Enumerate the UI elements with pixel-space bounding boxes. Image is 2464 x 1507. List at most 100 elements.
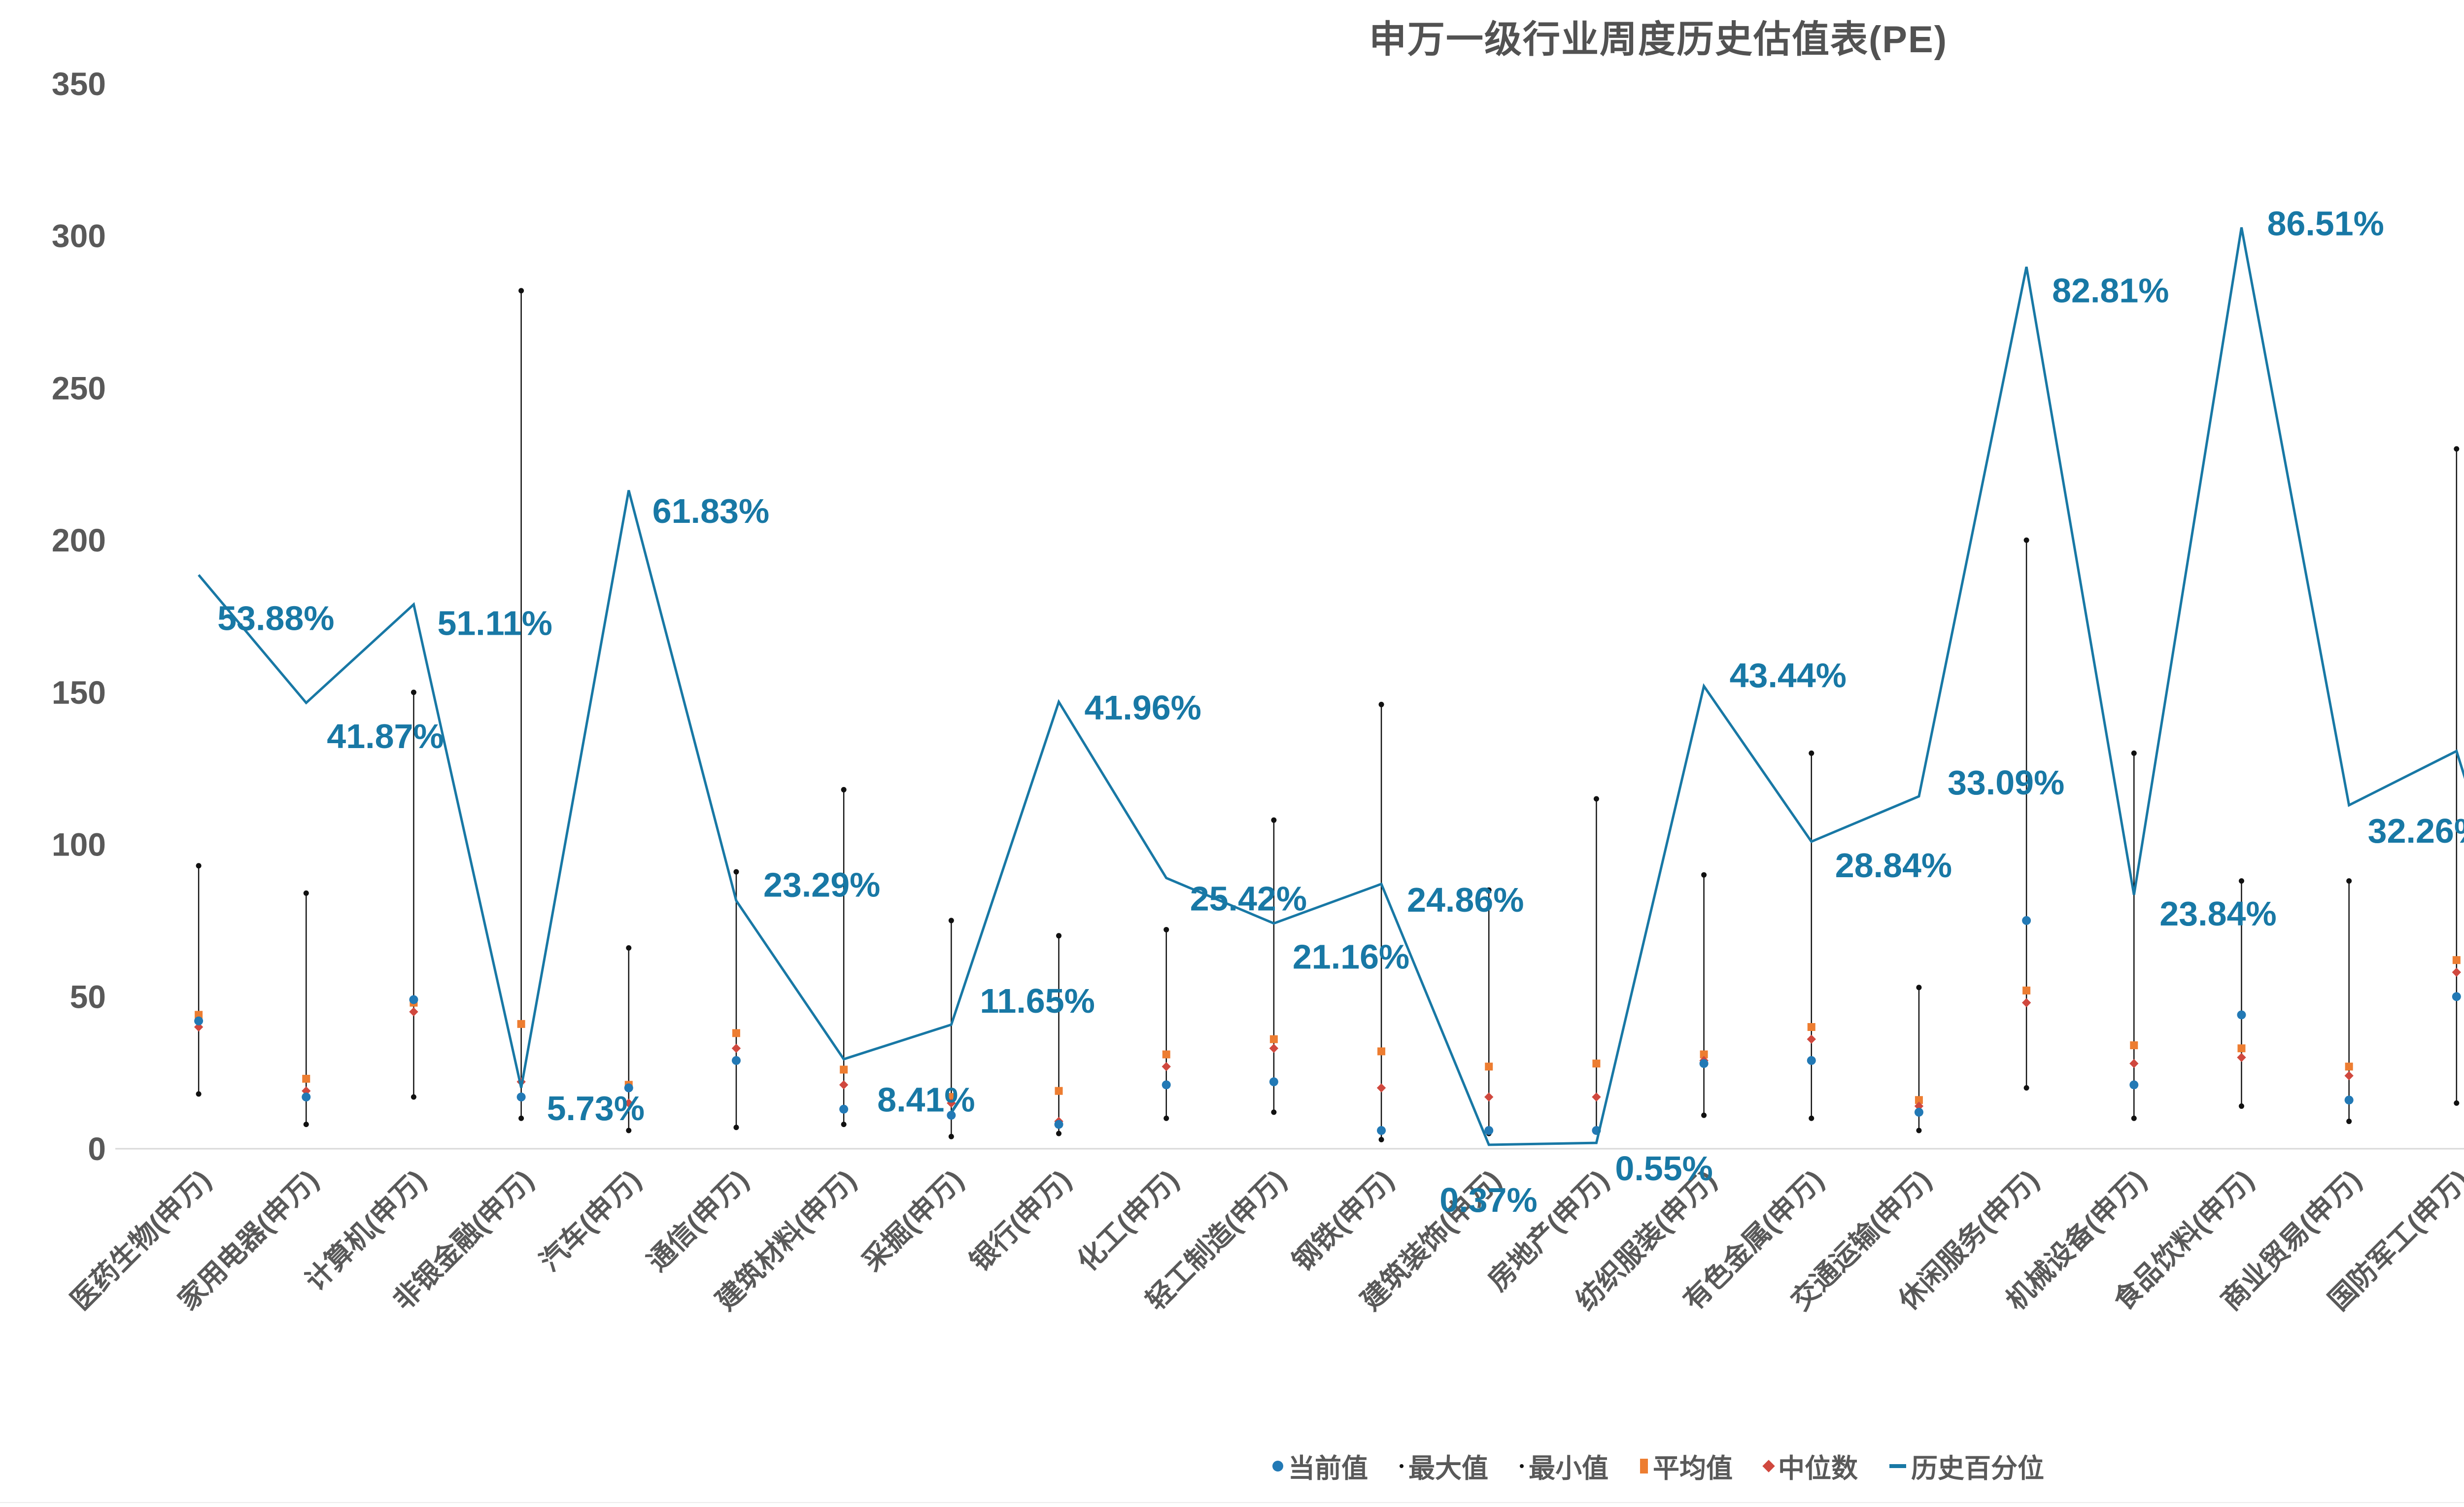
x-category-label: 银行(申万) bbox=[964, 1164, 1077, 1277]
median-marker bbox=[1914, 1101, 1924, 1111]
average-marker bbox=[1485, 1062, 1493, 1071]
current-marker bbox=[2452, 992, 2461, 1001]
median-marker bbox=[2237, 1053, 2246, 1062]
median-marker bbox=[1807, 1034, 1816, 1044]
min-marker bbox=[733, 1125, 739, 1130]
current-marker bbox=[1054, 1120, 1063, 1129]
current-marker bbox=[194, 1016, 204, 1026]
percentile-data-label: 51.11% bbox=[437, 604, 552, 643]
legend-item[interactable]: 平均值 bbox=[1640, 1446, 1733, 1485]
current-marker bbox=[2129, 1080, 2139, 1090]
legend-item[interactable]: 历史百分位 bbox=[1889, 1446, 2044, 1485]
min-marker bbox=[1271, 1109, 1277, 1115]
percentile-data-label: 41.87% bbox=[327, 717, 444, 755]
max-marker bbox=[2346, 878, 2352, 884]
max-marker bbox=[1701, 872, 1707, 878]
left-axis-tick-label: 50 bbox=[70, 978, 106, 1015]
max-marker bbox=[2238, 878, 2244, 884]
max-marker bbox=[1486, 887, 1492, 893]
current-marker bbox=[624, 1083, 633, 1093]
current-marker bbox=[2237, 1010, 2246, 1020]
min-marker bbox=[2454, 1100, 2460, 1106]
max-marker bbox=[411, 689, 416, 695]
average-marker bbox=[1592, 1060, 1601, 1068]
min-marker bbox=[303, 1122, 309, 1128]
legend: 当前值 最大值 最小值 平均值 中位数 历史百分位 bbox=[0, 1446, 2464, 1485]
median-marker bbox=[2021, 998, 2031, 1007]
percentile-data-label: 25.42% bbox=[1190, 880, 1307, 918]
chart-title: 申万一级行业周度历史估值表(PE) bbox=[1369, 19, 1948, 61]
legend-label: 历史百分位 bbox=[1911, 1454, 2044, 1483]
percentile-data-label: 11.65% bbox=[980, 982, 1095, 1020]
current-marker bbox=[2022, 916, 2031, 925]
median-marker bbox=[1269, 1044, 1279, 1053]
current-marker bbox=[516, 1093, 526, 1102]
legend-label: 中位数 bbox=[1778, 1454, 1858, 1483]
legend-marker-bar bbox=[1640, 1458, 1648, 1473]
legend-marker-dash bbox=[1889, 1464, 1906, 1468]
average-marker bbox=[2022, 986, 2031, 994]
percentile-data-label: 41.96% bbox=[1085, 688, 1201, 727]
average-marker bbox=[2452, 956, 2461, 964]
legend-label: 最大值 bbox=[1408, 1454, 1488, 1483]
legend-item[interactable]: 当前值 bbox=[1272, 1446, 1368, 1485]
average-marker bbox=[840, 1065, 848, 1074]
average-marker bbox=[1700, 1050, 1708, 1059]
current-marker bbox=[2344, 1096, 2354, 1105]
legend-marker-diamond bbox=[1762, 1459, 1775, 1473]
max-marker bbox=[2454, 446, 2460, 452]
max-marker bbox=[1164, 926, 1169, 932]
average-marker bbox=[1377, 1047, 1386, 1056]
chart-border-bottom bbox=[0, 1502, 2464, 1503]
current-marker bbox=[731, 1056, 741, 1065]
average-marker bbox=[1269, 1035, 1278, 1043]
max-marker bbox=[1593, 796, 1599, 802]
percentile-data-label: 86.51% bbox=[2267, 205, 2384, 243]
average-marker bbox=[1162, 1050, 1170, 1059]
legend-item[interactable]: 最大值 bbox=[1400, 1446, 1488, 1485]
max-marker bbox=[626, 945, 632, 951]
min-marker bbox=[2131, 1115, 2137, 1121]
median-marker bbox=[731, 1044, 741, 1053]
current-marker bbox=[1699, 1059, 1709, 1068]
average-marker bbox=[1915, 1096, 1923, 1104]
percentile-data-label: 82.81% bbox=[2052, 271, 2169, 309]
percentile-line bbox=[198, 227, 2464, 1146]
current-marker bbox=[1269, 1077, 1278, 1087]
current-marker bbox=[1914, 1107, 1923, 1117]
median-marker bbox=[409, 1007, 418, 1017]
legend-item[interactable]: 中位数 bbox=[1762, 1446, 1858, 1485]
max-marker bbox=[733, 869, 739, 875]
min-marker bbox=[2023, 1085, 2029, 1091]
min-marker bbox=[1164, 1115, 1169, 1121]
percentile-data-label: 5.73% bbox=[547, 1089, 645, 1128]
median-marker bbox=[194, 1022, 204, 1032]
percentile-data-label: 32.26% bbox=[2368, 812, 2464, 850]
max-marker bbox=[303, 890, 309, 896]
current-marker bbox=[1377, 1126, 1386, 1135]
left-axis-tick-label: 100 bbox=[52, 826, 106, 863]
x-category-label: 汽车(申万) bbox=[534, 1164, 647, 1277]
current-marker bbox=[409, 995, 418, 1004]
percentile-data-label: 0.37% bbox=[1439, 1181, 1537, 1219]
min-marker bbox=[841, 1122, 847, 1128]
max-marker bbox=[196, 863, 202, 869]
current-marker bbox=[1484, 1126, 1494, 1135]
legend-item[interactable]: 最小值 bbox=[1520, 1446, 1608, 1485]
legend-label: 平均值 bbox=[1653, 1454, 1733, 1483]
median-marker bbox=[302, 1086, 311, 1096]
percentile-data-label: 28.84% bbox=[1835, 846, 1952, 885]
min-marker bbox=[2238, 1103, 2244, 1109]
median-marker bbox=[1162, 1062, 1171, 1071]
legend-label: 最小值 bbox=[1529, 1454, 1608, 1483]
average-marker bbox=[947, 1093, 956, 1101]
min-marker bbox=[948, 1133, 954, 1139]
left-axis-tick-label: 250 bbox=[52, 370, 106, 406]
min-marker bbox=[1701, 1112, 1707, 1118]
average-marker bbox=[1807, 1023, 1815, 1031]
percentile-data-label: 24.86% bbox=[1407, 881, 1524, 919]
percentile-data-label: 33.09% bbox=[1948, 763, 2064, 802]
max-marker bbox=[2131, 750, 2137, 756]
